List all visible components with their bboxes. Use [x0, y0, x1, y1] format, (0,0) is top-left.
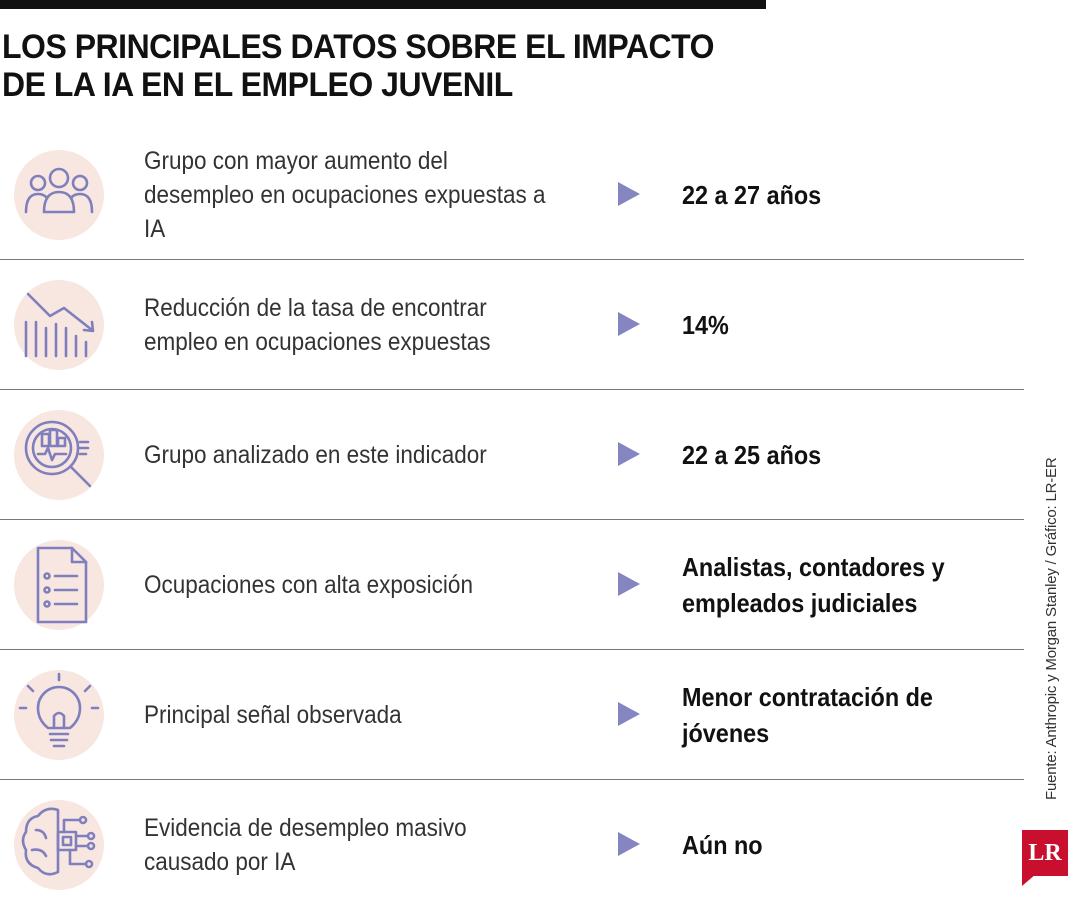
arrow-icon: [618, 702, 640, 726]
table-row: Evidencia de desempleo masivo causado po…: [0, 780, 1024, 909]
table-row: Grupo con mayor aumento del desempleo en…: [0, 130, 1024, 260]
arrow-icon: [618, 182, 640, 206]
row-description: Ocupaciones con alta exposición: [144, 570, 473, 599]
declining-chart-icon: [14, 280, 104, 370]
magnifier-analysis-icon: [14, 410, 104, 500]
arrow-icon: [618, 442, 640, 466]
table-row: Grupo analizado en este indicador 22 a 2…: [0, 390, 1024, 520]
source-credit: Fuente: Anthropic y Morgan Stanley / Grá…: [1043, 457, 1060, 800]
arrow-icon: [618, 312, 640, 336]
lr-logo-tail: [1022, 874, 1036, 886]
arrow-icon: [618, 572, 640, 596]
row-value: 14%: [682, 309, 729, 340]
table-row: Principal señal observada Menor contrata…: [0, 650, 1024, 780]
people-group-icon: [14, 150, 104, 240]
row-description: Reducción de la tasa de encontrar empleo…: [144, 293, 491, 356]
row-description: Principal señal observada: [144, 700, 402, 729]
row-description: Grupo analizado en este indicador: [144, 440, 487, 469]
row-value: 22 a 27 años: [682, 179, 822, 210]
row-description: Grupo con mayor aumento del desempleo en…: [144, 146, 546, 243]
data-table: Grupo con mayor aumento del desempleo en…: [0, 130, 1024, 909]
row-value: Menor contratación de jóvenes: [682, 681, 933, 748]
lightbulb-icon: [14, 670, 104, 760]
document-list-icon: [14, 540, 104, 630]
row-value: 22 a 25 años: [682, 439, 822, 470]
arrow-icon: [618, 832, 640, 856]
table-row: Ocupaciones con alta exposición Analista…: [0, 520, 1024, 650]
lr-logo: LR: [1022, 830, 1068, 876]
ai-brain-chip-icon: [14, 800, 104, 890]
page-title: LOS PRINCIPALES DATOS SOBRE EL IMPACTO D…: [2, 28, 714, 104]
row-value: Aún no: [682, 829, 763, 860]
row-value: Analistas, contadores y empleados judici…: [682, 551, 945, 618]
table-row: Reducción de la tasa de encontrar empleo…: [0, 260, 1024, 390]
top-rule: [0, 0, 766, 9]
row-description: Evidencia de desempleo masivo causado po…: [144, 813, 467, 876]
